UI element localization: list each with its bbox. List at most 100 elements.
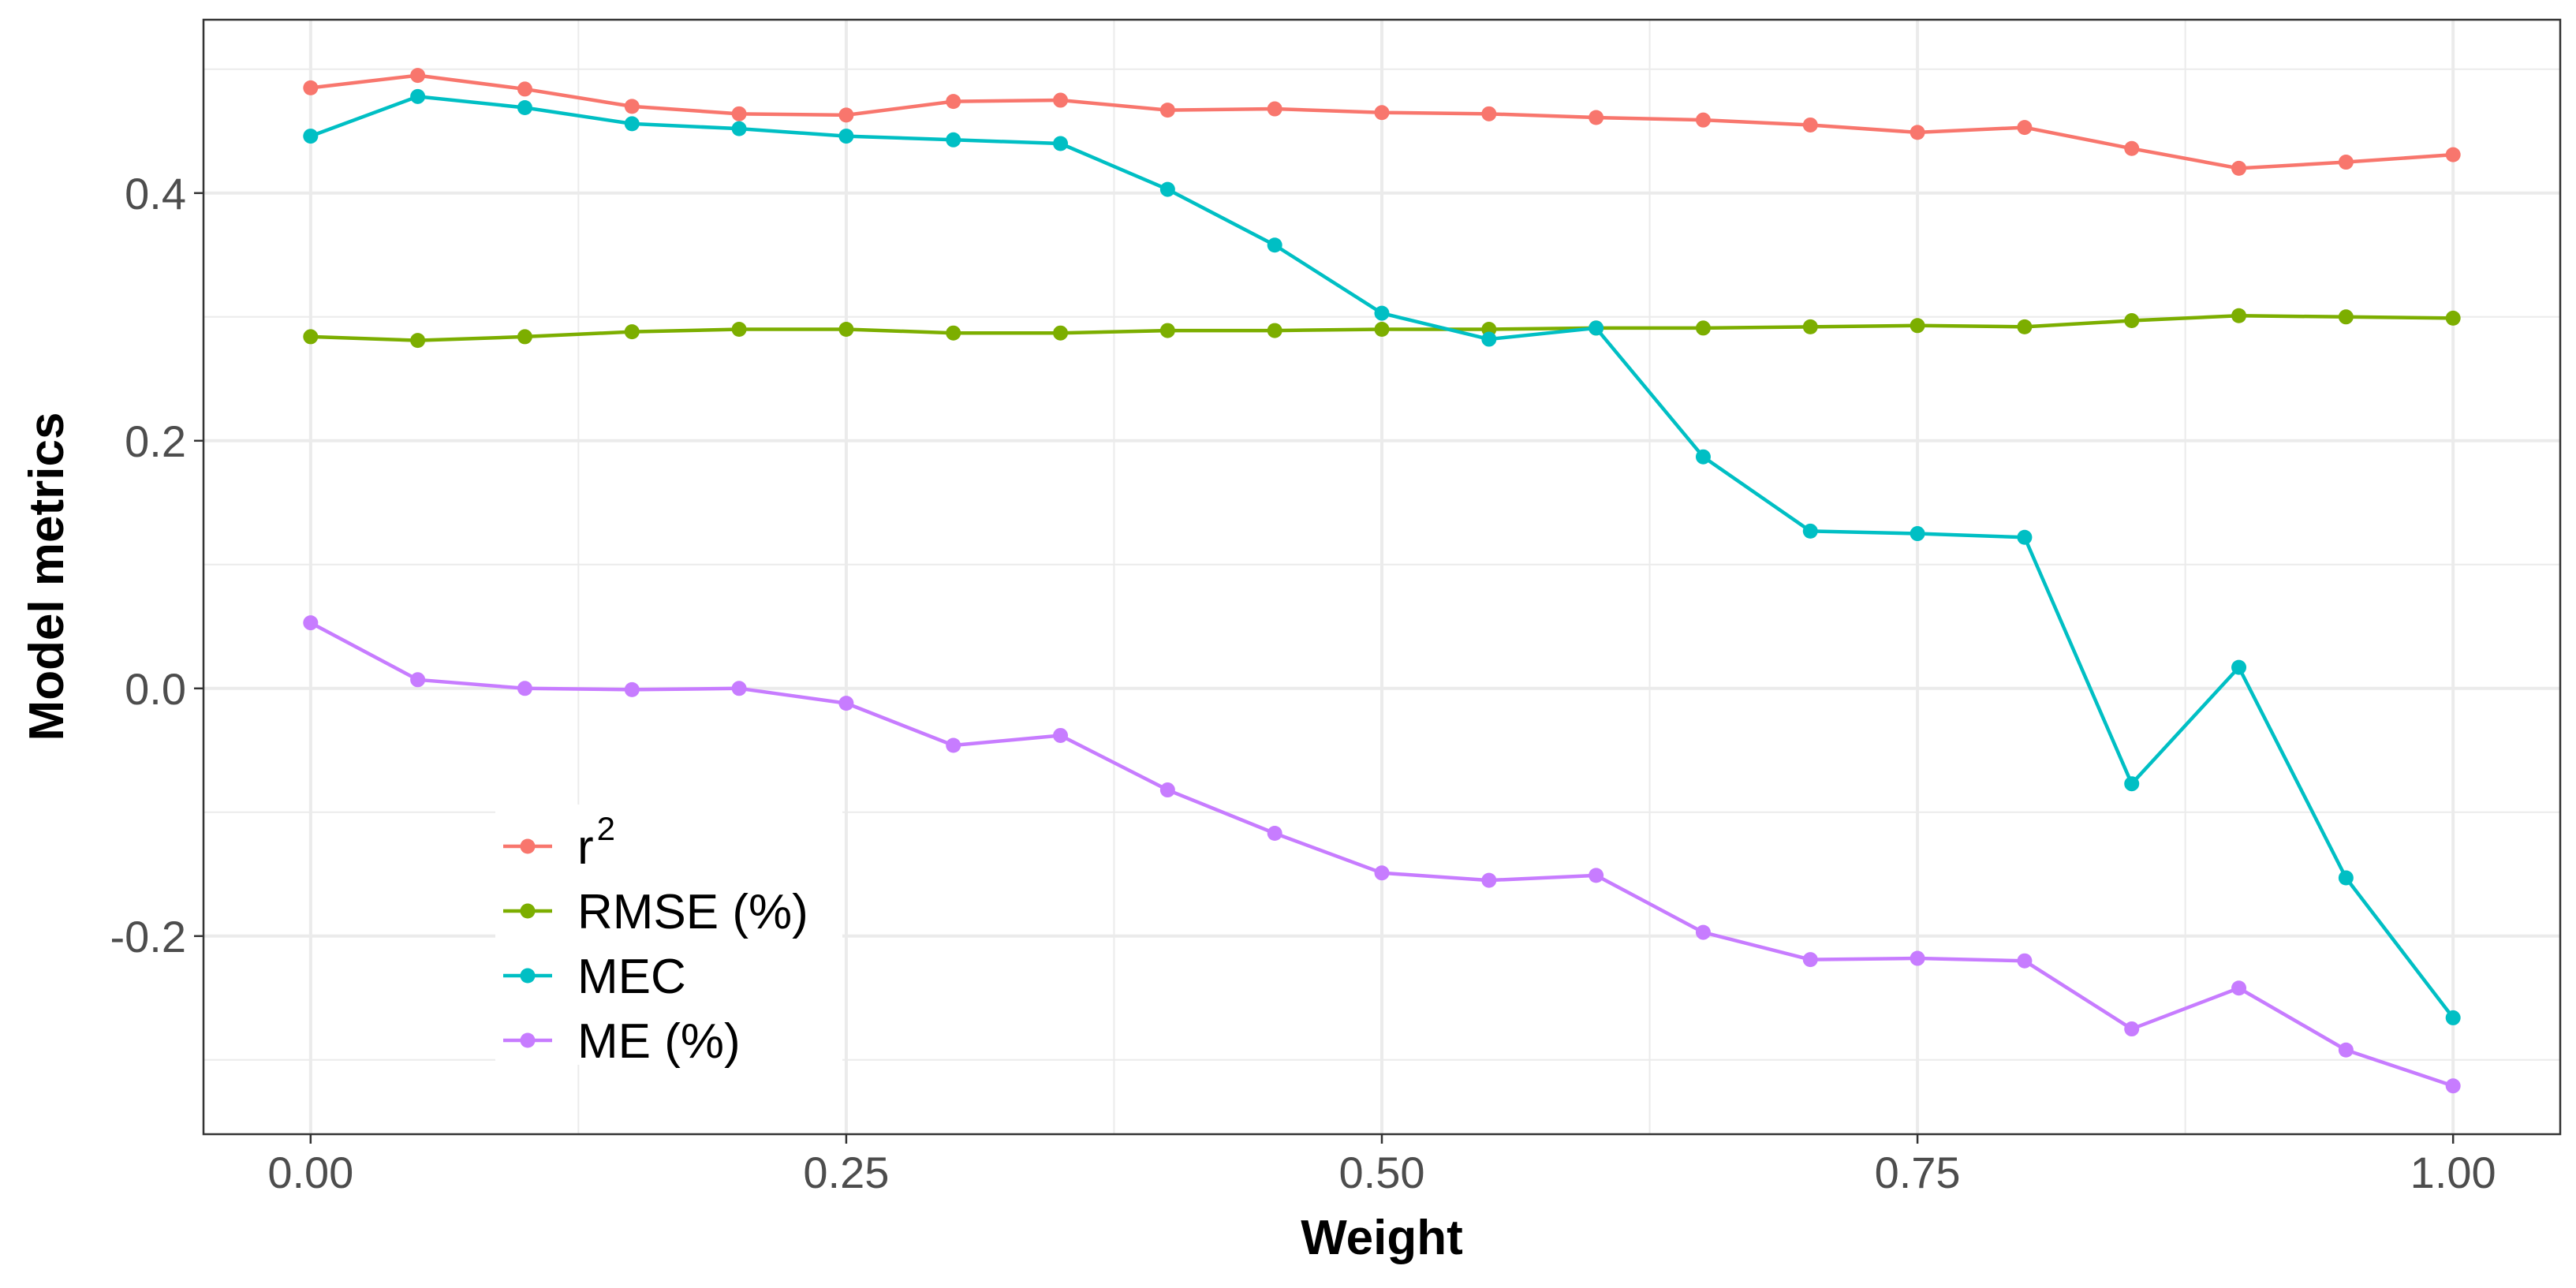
data-point-mec — [2445, 1010, 2461, 1025]
y-tick-label: 0.4 — [125, 169, 186, 218]
data-point-me — [410, 672, 426, 688]
data-point-rmse — [1053, 325, 1069, 341]
data-point-r2 — [731, 106, 747, 121]
data-point-me — [517, 681, 532, 696]
data-point-mec — [2338, 870, 2354, 886]
y-tick-label: 0.2 — [125, 416, 186, 466]
data-point-me — [731, 681, 747, 696]
data-point-r2 — [1910, 125, 1925, 140]
data-point-r2 — [303, 80, 319, 95]
data-point-r2 — [2338, 155, 2354, 170]
legend-item-rmse: RMSE (%) — [503, 885, 808, 939]
data-point-me — [1695, 924, 1711, 940]
data-point-rmse — [2445, 310, 2461, 326]
legend-item-mec: MEC — [503, 950, 686, 1004]
legend-label-text: ME (%) — [577, 1014, 741, 1069]
data-point-mec — [1481, 331, 1497, 347]
data-point-mec — [2124, 776, 2140, 792]
x-tick-label: 1.00 — [2410, 1148, 2496, 1197]
data-point-mec — [1802, 523, 1818, 539]
data-point-mec — [2017, 529, 2033, 545]
data-point-me — [1159, 782, 1175, 798]
legend-background — [495, 805, 842, 1065]
data-point-me — [1374, 865, 1390, 881]
data-point-mec — [410, 88, 426, 104]
y-axis-title: Model metrics — [20, 413, 74, 741]
legend-key-point — [520, 838, 536, 854]
data-point-mec — [1589, 320, 1604, 336]
legend-label-text: r — [577, 820, 594, 875]
data-point-r2 — [946, 94, 961, 110]
data-point-rmse — [410, 333, 426, 349]
x-tick-label: 0.75 — [1875, 1148, 1961, 1197]
x-axis-ticks: 0.00 0.25 0.50 0.75 1.00 — [267, 1134, 2496, 1197]
data-point-mec — [1374, 305, 1390, 321]
series-me — [303, 615, 2461, 1094]
legend-key-point — [520, 968, 536, 984]
data-point-rmse — [946, 325, 961, 341]
data-point-mec — [1910, 526, 1925, 542]
legend-label-r2: r2 — [577, 810, 615, 875]
data-point-me — [2124, 1021, 2140, 1037]
data-point-rmse — [2124, 313, 2140, 329]
legend-label-text: RMSE (%) — [577, 885, 808, 939]
data-point-rmse — [838, 322, 854, 337]
x-tick-label: 0.00 — [267, 1148, 353, 1197]
data-point-me — [1267, 825, 1282, 841]
data-point-rmse — [731, 322, 747, 337]
data-point-mec — [1267, 237, 1282, 253]
data-point-me — [946, 737, 961, 753]
data-point-r2 — [2124, 140, 2140, 156]
legend: r2 RMSE (%) MEC ME (%) — [495, 805, 842, 1069]
legend-item-me: ME (%) — [503, 1014, 741, 1069]
data-point-rmse — [517, 329, 532, 345]
y-axis-ticks: -0.2 0.0 0.2 0.4 — [110, 169, 203, 961]
data-point-r2 — [2017, 120, 2033, 136]
major-gridlines — [203, 20, 2560, 1134]
x-axis-title: Weight — [1301, 1211, 1463, 1265]
data-point-mec — [946, 132, 961, 147]
data-point-r2 — [517, 81, 532, 97]
legend-label-superscript: 2 — [597, 810, 615, 847]
data-point-me — [838, 696, 854, 711]
data-point-rmse — [2017, 319, 2033, 334]
data-point-rmse — [1695, 320, 1711, 336]
x-tick-label: 0.25 — [803, 1148, 889, 1197]
legend-label-rmse: RMSE (%) — [577, 885, 808, 939]
data-point-rmse — [1802, 319, 1818, 334]
legend-label-mec: MEC — [577, 950, 686, 1004]
x-tick-label: 0.50 — [1339, 1148, 1425, 1197]
data-point-rmse — [2338, 309, 2354, 325]
data-point-mec — [1053, 136, 1069, 151]
data-point-r2 — [1802, 117, 1818, 133]
data-point-mec — [624, 116, 640, 132]
data-point-me — [1589, 868, 1604, 883]
data-point-me — [2338, 1042, 2354, 1058]
data-point-me — [624, 681, 640, 697]
series-r2 — [303, 68, 2461, 176]
data-point-r2 — [1695, 112, 1711, 128]
data-point-rmse — [1374, 322, 1390, 337]
data-point-r2 — [1481, 106, 1497, 121]
data-point-rmse — [1267, 323, 1282, 338]
data-point-r2 — [1267, 101, 1282, 117]
data-point-mec — [303, 129, 319, 144]
data-point-me — [2231, 980, 2247, 996]
data-point-r2 — [838, 107, 854, 123]
data-point-r2 — [1159, 103, 1175, 118]
data-point-mec — [731, 121, 747, 136]
data-point-rmse — [303, 329, 319, 345]
legend-key-point — [520, 1032, 536, 1048]
data-point-mec — [517, 99, 532, 115]
legend-item-r2: r2 — [503, 810, 615, 875]
data-point-mec — [1695, 449, 1711, 465]
legend-key-point — [520, 903, 536, 919]
legend-label-me: ME (%) — [577, 1014, 741, 1069]
data-point-r2 — [1374, 105, 1390, 121]
data-point-rmse — [1159, 323, 1175, 338]
data-point-r2 — [2445, 147, 2461, 162]
data-point-me — [2445, 1078, 2461, 1094]
series-layer — [303, 68, 2461, 1094]
legend-label-text: MEC — [577, 950, 686, 1004]
